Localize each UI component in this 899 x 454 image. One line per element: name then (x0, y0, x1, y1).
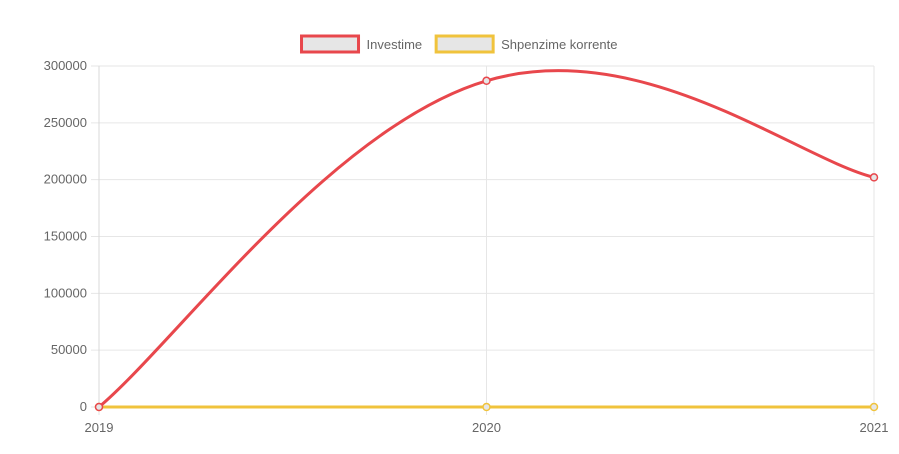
legend-label: Investime (367, 37, 423, 52)
legend-label: Shpenzime korrente (501, 37, 617, 52)
y-tick-label: 50000 (51, 342, 87, 357)
legend-item-shpenzime-korrente[interactable]: Shpenzime korrente (434, 34, 617, 54)
x-axis: 2019 2020 2021 (85, 420, 889, 435)
legend-swatch (300, 34, 361, 54)
data-point[interactable] (869, 173, 879, 182)
x-tick-label: 2019 (85, 420, 114, 435)
data-point[interactable] (94, 402, 104, 412)
y-tick-label: 100000 (44, 285, 87, 300)
y-tick-label: 300000 (44, 58, 87, 73)
data-point[interactable] (482, 402, 491, 412)
x-tick-label: 2021 (860, 420, 889, 435)
x-tick-label: 2020 (472, 420, 501, 435)
data-point[interactable] (482, 76, 491, 86)
legend[interactable]: Investime Shpenzime korrente (300, 34, 618, 54)
series-investime (94, 69, 879, 412)
data-point[interactable] (869, 402, 879, 412)
grid (91, 65, 875, 415)
y-tick-label: 150000 (44, 229, 87, 244)
y-axis: 0 50000 100000 150000 200000 250000 300000 (44, 58, 87, 414)
y-tick-label: 0 (80, 399, 87, 414)
series-shpenzime-korrente (94, 402, 879, 412)
plot-area (94, 69, 879, 412)
y-tick-label: 250000 (44, 115, 87, 130)
y-tick-label: 200000 (44, 172, 87, 187)
legend-item-investime[interactable]: Investime (300, 34, 423, 54)
legend-swatch (434, 34, 495, 54)
